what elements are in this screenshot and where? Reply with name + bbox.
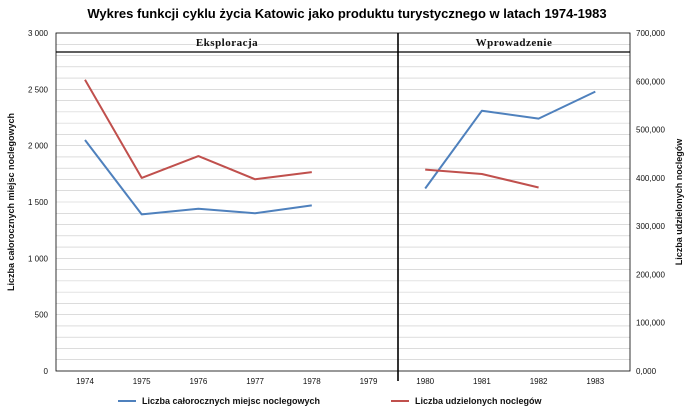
legend-label: Liczba udzielonych noclegów <box>415 396 543 406</box>
phase-label: Eksploracja <box>196 37 258 49</box>
plot-frame <box>55 32 631 372</box>
grid <box>56 43 630 361</box>
left-tick-label: 2 500 <box>28 85 49 94</box>
x-tick-label: 1976 <box>190 377 208 386</box>
x-tick-label: 1977 <box>246 377 264 386</box>
series-line <box>84 79 312 181</box>
x-tick-label: 1980 <box>416 377 434 386</box>
phase-label: Wprowadzenie <box>476 37 553 49</box>
left-axis-title: Liczba całorocznych miejsc noclegowych <box>6 113 16 291</box>
x-tick-label: 1975 <box>133 377 151 386</box>
series-line <box>424 90 596 190</box>
right-tick-label: 0,000 <box>636 367 657 376</box>
right-tick-label: 500,000 <box>636 126 665 135</box>
legend: Liczba całorocznych miejsc noclegowych Li… <box>118 396 543 406</box>
left-tick-label: 1 000 <box>28 254 49 263</box>
right-tick-label: 600,000 <box>636 77 665 86</box>
phase-banner: Eksploracja Wprowadzenie <box>56 37 630 53</box>
x-tick-label: 1982 <box>530 377 548 386</box>
legend-label: Liczba całorocznych miejsc noclegowych <box>142 396 320 406</box>
right-tick-label: 300,000 <box>636 222 665 231</box>
series-line <box>425 168 539 189</box>
left-tick-label: 1 500 <box>28 198 49 207</box>
right-tick-label: 100,000 <box>636 319 665 328</box>
x-tick-label: 1974 <box>76 377 94 386</box>
x-tick-label: 1981 <box>473 377 491 386</box>
series-layer <box>84 79 596 216</box>
right-tick-label: 700,000 <box>636 29 665 38</box>
left-tick-label: 2 000 <box>28 142 49 151</box>
x-axis-ticks: 1974 1975 1976 1977 1978 1979 1980 1981 1982 1983 <box>76 377 605 386</box>
series-line <box>84 139 312 216</box>
x-tick-label: 1983 <box>586 377 604 386</box>
left-axis-ticks: 0 500 1 000 1 500 2 000 2 500 3 000 <box>28 29 49 376</box>
left-tick-label: 0 <box>44 367 49 376</box>
right-tick-label: 200,000 <box>636 270 665 279</box>
x-tick-label: 1979 <box>360 377 378 386</box>
chart-title: Wykres funkcji cyklu życia Katowic jako … <box>87 6 606 21</box>
right-tick-label: 400,000 <box>636 174 665 183</box>
left-tick-label: 500 <box>35 311 49 320</box>
x-tick-label: 1978 <box>303 377 321 386</box>
right-axis-title: Liczba udzielonych noclegów <box>674 138 684 266</box>
right-axis-ticks: 0,000 100,000 200,000 300,000 400,000 500,000… <box>636 29 665 376</box>
left-tick-label: 3 000 <box>28 29 49 38</box>
